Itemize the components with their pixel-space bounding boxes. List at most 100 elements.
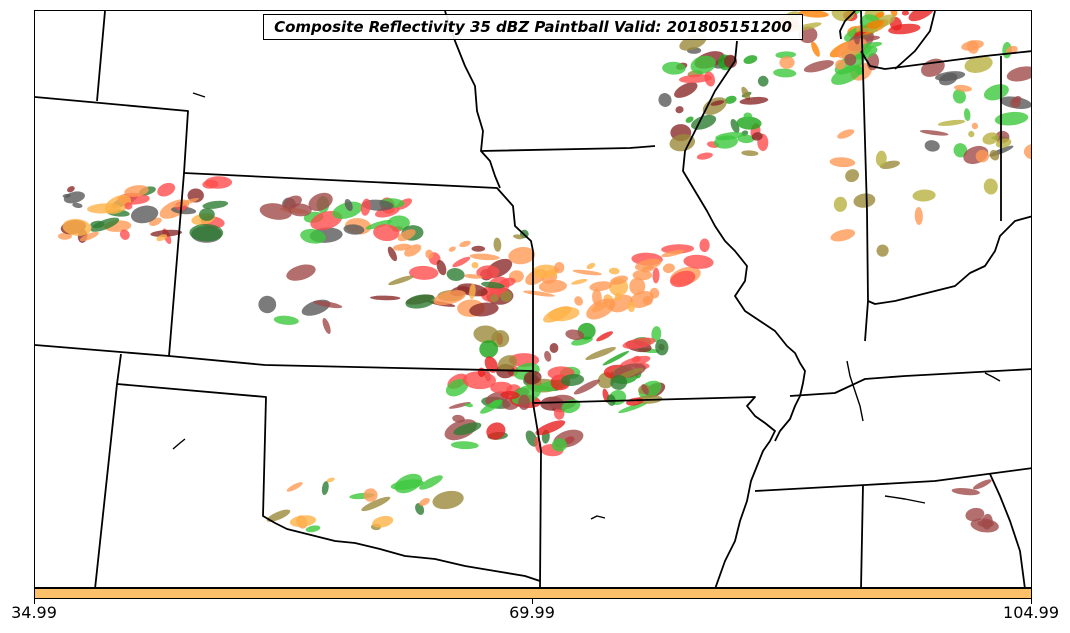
paintball-blob: [935, 71, 966, 82]
paintball-blob: [419, 475, 443, 490]
paintball-blob: [508, 246, 536, 265]
boundary-line: [884, 495, 926, 504]
paintball-blob: [669, 134, 696, 152]
paintball-blob: [736, 116, 762, 130]
paintball-blob: [710, 100, 725, 106]
paintball-blob: [476, 265, 500, 280]
paintball-blob: [596, 331, 613, 342]
paintball-blob: [409, 265, 439, 280]
paintball-blob: [361, 496, 391, 512]
paintball-blob: [405, 294, 436, 309]
paintball-blob: [574, 296, 583, 306]
paintball-blob: [436, 259, 447, 276]
paintball-blob: [500, 390, 520, 400]
boundary-line: [984, 372, 1001, 382]
boundary-line: [35, 96, 189, 357]
paintball-blob: [370, 295, 401, 301]
paintball-blob: [775, 51, 796, 59]
paintball-blob: [983, 84, 1009, 101]
paintball-blob: [313, 300, 343, 309]
paintball-blob: [662, 61, 686, 75]
paintball-blob: [464, 402, 473, 408]
paintball-blob: [963, 108, 971, 121]
paintball-blob: [683, 254, 714, 269]
paintball-blob: [715, 132, 743, 141]
paintball-blob: [58, 232, 72, 240]
paintball-blob: [343, 224, 365, 235]
paintball-blob: [446, 268, 465, 281]
paintball-blob: [326, 477, 335, 483]
paintball-blob: [523, 290, 555, 297]
paintball-blob: [372, 515, 394, 528]
paintball-blob: [919, 129, 949, 136]
paintball-blob: [632, 269, 652, 281]
paintball-blob: [855, 66, 864, 75]
paintball-blob: [835, 59, 846, 70]
boundary-line: [860, 50, 1031, 70]
paintball-blob: [258, 295, 277, 314]
paintball-blob: [543, 306, 572, 323]
paintball-blob: [981, 513, 993, 530]
paintball-blob: [571, 278, 588, 285]
paintball-blob: [518, 394, 530, 410]
boundary-line: [989, 473, 1026, 587]
paintball-blob: [553, 407, 565, 420]
paintball-blob: [1023, 144, 1031, 160]
paintball-blob: [690, 55, 716, 75]
paintball-blob: [875, 150, 887, 167]
paintball-blob: [373, 224, 400, 242]
paintball-blob: [608, 294, 633, 313]
paintball-blob: [739, 96, 769, 105]
paintball-blob: [798, 26, 818, 44]
paintball-blob: [360, 198, 371, 216]
paintball-blob: [845, 169, 860, 183]
paintball-blob: [1006, 66, 1031, 82]
paintball-blob: [286, 482, 303, 492]
paintball-blob: [332, 201, 363, 219]
paintball-blob: [124, 202, 133, 210]
paintball-blob: [150, 229, 183, 237]
paintball-blob: [696, 152, 713, 160]
paintball-blob: [829, 157, 856, 168]
paintball-blob: [658, 93, 672, 107]
paintball-blob: [586, 262, 596, 270]
paintball-blob: [365, 219, 392, 230]
paintball-blob: [551, 438, 567, 452]
paintball-blob: [130, 205, 159, 224]
paintball-blob: [544, 350, 552, 362]
paintball-blob: [202, 200, 229, 209]
boundary-line: [35, 344, 534, 372]
paintball-blob: [513, 234, 524, 240]
paintball-blob: [286, 264, 316, 281]
paintball-blob: [723, 54, 738, 69]
paintball-blob: [1012, 96, 1022, 103]
paintball-blob: [995, 138, 1012, 148]
paintball-blob: [469, 283, 476, 300]
paintball-blob: [983, 178, 998, 195]
paintball-blob: [491, 399, 502, 408]
paintball-blob: [445, 379, 469, 397]
paintball-blob: [560, 374, 585, 386]
paintball-blob: [888, 23, 921, 35]
paintball-blob: [433, 290, 466, 306]
boundary-line: [867, 215, 1031, 305]
paintball-blob: [535, 420, 566, 436]
paintball-blob: [493, 237, 502, 252]
colorbar-tick-label-min: 34.99: [11, 603, 57, 622]
paintball-blob: [573, 379, 600, 395]
paintball-blob: [972, 479, 992, 490]
title-box: Composite Reflectivity 35 dBZ Paintball …: [263, 14, 803, 40]
boundary-line: [590, 515, 606, 520]
paintball-blob: [937, 119, 966, 126]
paintball-blob: [471, 245, 486, 252]
paintball-blob: [964, 55, 993, 73]
paintball-blob: [266, 509, 291, 522]
boundary-line: [444, 11, 656, 152]
paintball-blob: [743, 55, 758, 65]
paintball-blob: [453, 422, 482, 436]
paintball-blob: [853, 193, 876, 208]
paintball-blob: [675, 106, 684, 114]
boundary-line: [172, 438, 186, 450]
paintball-blob: [119, 229, 130, 240]
paintball-blob: [586, 298, 616, 320]
